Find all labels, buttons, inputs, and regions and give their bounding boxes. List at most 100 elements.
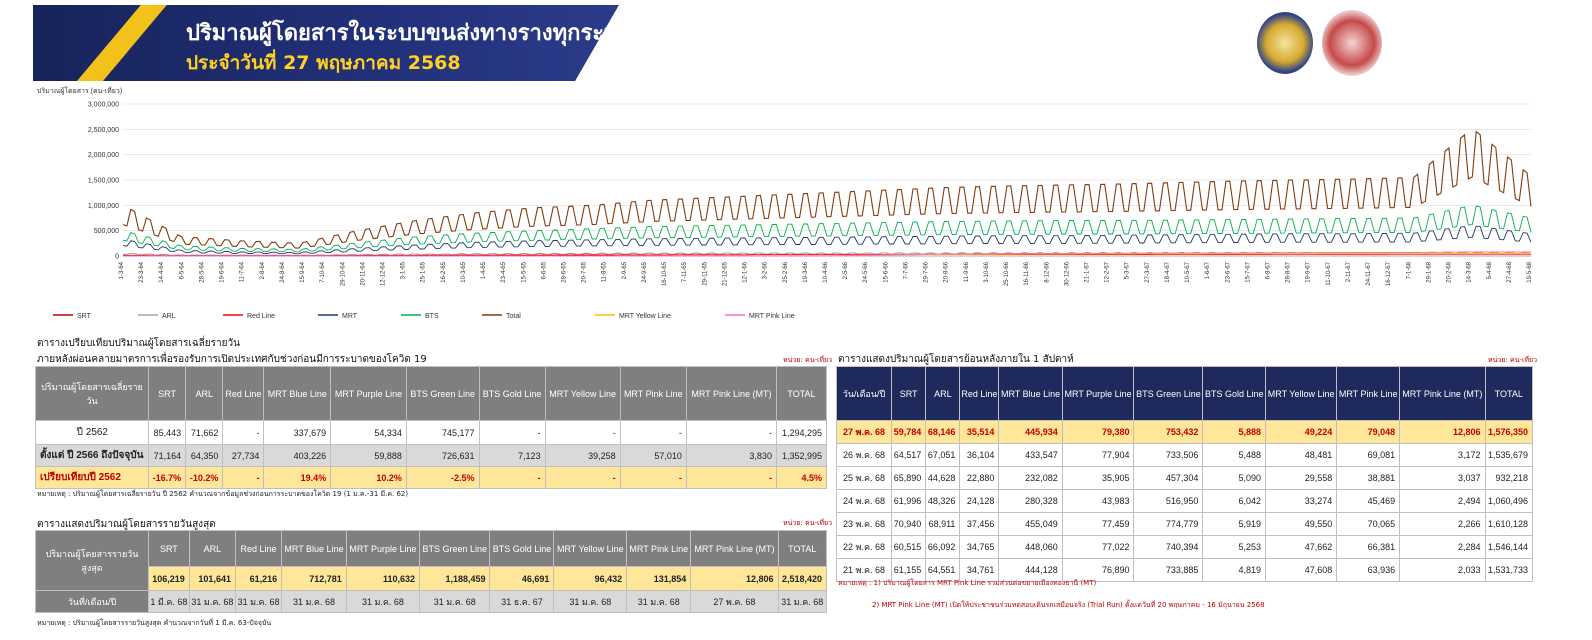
- week-cell: 1,576,350: [1484, 420, 1533, 444]
- legend-label: Total: [506, 313, 521, 320]
- x-tick-label: 20-2-68: [1447, 261, 1453, 282]
- x-tick-label: 28-6-65: [562, 261, 568, 282]
- week-cell: 49,224: [1265, 420, 1338, 444]
- week-cell: 6,042: [1202, 489, 1267, 513]
- x-tick-label: 29-11-65: [702, 261, 708, 285]
- max-col-header: Red Line: [234, 530, 283, 567]
- avg-row-label: ปี 2562: [35, 420, 149, 445]
- x-tick-label: 10-5-67: [1185, 261, 1191, 282]
- x-tick-label: 14-4-64: [159, 261, 165, 282]
- x-tick-label: 24-9-65: [642, 261, 648, 282]
- x-tick-label: 20-8-66: [944, 261, 950, 282]
- max-value-cell: 2,518,420: [777, 566, 828, 591]
- week-cell: 455,049: [998, 512, 1063, 536]
- avg-cell: 71,164: [147, 444, 187, 467]
- week-cell: 43,983: [1061, 489, 1135, 513]
- week-col-header: MRT Pink Line: [1336, 366, 1401, 421]
- x-tick-label: 16-12-67: [1386, 261, 1392, 286]
- legend-label: Red Line: [247, 313, 275, 320]
- max-row-header: ปริมาณผู้โดยสารรายวันสูงสุด: [35, 530, 149, 591]
- x-tick-label: 24-5-66: [863, 261, 869, 282]
- avg-col-header: BTS Gold Line: [478, 366, 546, 421]
- avg-cell: -: [544, 420, 621, 445]
- legend-label: MRT: [342, 313, 358, 320]
- x-tick-label: 3-2-66: [763, 261, 769, 279]
- x-tick-label: 28-5-64: [199, 261, 205, 282]
- avg-cell: -16.7%: [147, 466, 187, 489]
- max-col-header: BTS Gold Line: [489, 530, 555, 567]
- week-col-header: วัน/เดือน/ปี: [836, 366, 892, 421]
- week-col-header: MRT Purple Line: [1061, 366, 1135, 421]
- x-tick-label: 1-6-67: [1205, 261, 1211, 279]
- avg-cell: -: [478, 466, 546, 489]
- dr-seal-icon: [1322, 10, 1382, 76]
- avg-cell: 39,258: [544, 444, 621, 467]
- x-tick-label: 2-8-64: [260, 261, 266, 279]
- max-value-cell: 96,432: [553, 566, 628, 591]
- x-tick-label: 1-4-65: [481, 261, 487, 279]
- x-tick-label: 21-1-67: [1084, 261, 1090, 282]
- week-cell: 65,890: [890, 466, 927, 490]
- x-tick-label: 25-2-66: [783, 261, 789, 282]
- week-cell: 445,934: [998, 420, 1063, 444]
- week-cell: 49,550: [1265, 512, 1338, 536]
- week-cell: 1,535,679: [1484, 443, 1533, 467]
- avg-cell: -: [478, 420, 546, 445]
- y-tick-label: 3,000,000: [88, 102, 119, 109]
- x-tick-label: 29-10-64: [340, 261, 346, 286]
- avg-row-header: ปริมาณผู้โดยสารเฉลี่ยรายวัน: [35, 366, 149, 421]
- x-tick-label: 15-6-66: [883, 261, 889, 282]
- series-line-mrt-pink-line: [123, 251, 1531, 257]
- week-cell: 932,218: [1484, 466, 1533, 490]
- x-tick-label: 29-7-66: [924, 261, 930, 282]
- week-cell: 67,051: [925, 443, 961, 467]
- avg-cell: 71,662: [185, 420, 224, 445]
- avg-cell: -2.5%: [405, 466, 480, 489]
- week-cell: 79,380: [1061, 420, 1135, 444]
- x-tick-label: 27-3-67: [1145, 261, 1151, 282]
- week-cell: 3,172: [1399, 443, 1486, 467]
- y-axis-label: ปริมาณผู้โดยสาร (คน-เที่ยว): [37, 86, 122, 95]
- x-tick-label: 6-6-65: [541, 261, 547, 279]
- week-cell: 1,546,144: [1484, 535, 1533, 559]
- x-tick-label: 6-5-64: [179, 261, 185, 279]
- week-date-cell: 27 พ.ค. 68: [836, 420, 892, 444]
- week-col-header: ARL: [925, 366, 961, 421]
- x-tick-label: 15-7-67: [1245, 261, 1251, 282]
- avg-cell: -10.2%: [185, 466, 224, 489]
- week-cell: 2,033: [1399, 558, 1486, 582]
- avg-cell: 1,352,995: [775, 444, 828, 467]
- week-date-cell: 25 พ.ค. 68: [836, 466, 892, 490]
- x-tick-label: 28-8-67: [1286, 261, 1292, 282]
- max-date-cell: 27 พ.ค. 68: [690, 590, 779, 613]
- legend-label: MRT Pink Line: [749, 313, 795, 320]
- week-cell: 5,488: [1202, 443, 1267, 467]
- week-cell: 34,761: [959, 558, 1000, 582]
- srt-seal-icon: [1257, 12, 1313, 74]
- legend-label: BTS: [425, 313, 439, 320]
- avg-cell: 10.2%: [330, 466, 407, 489]
- week-col-header: TOTAL: [1484, 366, 1533, 421]
- x-tick-label: 27-4-68: [1507, 261, 1513, 282]
- week-cell: 37,456: [959, 512, 1000, 536]
- x-tick-label: 14-3-68: [1467, 261, 1473, 282]
- max-col-header: MRT Blue Line: [281, 530, 347, 567]
- week-cell: 433,547: [998, 443, 1063, 467]
- week-cell: 1,610,128: [1484, 512, 1533, 536]
- x-tick-label: 3-10-66: [984, 261, 990, 282]
- max-date-cell: 31 ม.ค. 68: [419, 590, 491, 613]
- x-tick-label: 8-12-66: [1044, 261, 1050, 282]
- x-tick-label: 29-1-68: [1426, 261, 1432, 282]
- week-cell: 280,328: [998, 489, 1063, 513]
- max-value-cell: 712,781: [281, 566, 347, 591]
- series-line-total: [122, 130, 1532, 249]
- week-date-cell: 24 พ.ค. 68: [836, 489, 892, 513]
- x-tick-label: 3-1-65: [401, 261, 407, 279]
- legend-label: MRT Yellow Line: [619, 313, 671, 320]
- week-date-cell: 22 พ.ค. 68: [836, 535, 892, 559]
- avg-cell: -: [685, 420, 777, 445]
- avg-unit: หน่วย: คน-เที่ยว: [783, 356, 833, 364]
- avg-table: ปริมาณผู้โดยสารเฉลี่ยรายวัน SRT ARL Red Lin…: [35, 366, 828, 489]
- avg-note: หมายเหตุ : ปริมาณผู้โดยสารเฉลี่ยรายวัน ป…: [37, 490, 409, 498]
- week-cell: 77,022: [1061, 535, 1135, 559]
